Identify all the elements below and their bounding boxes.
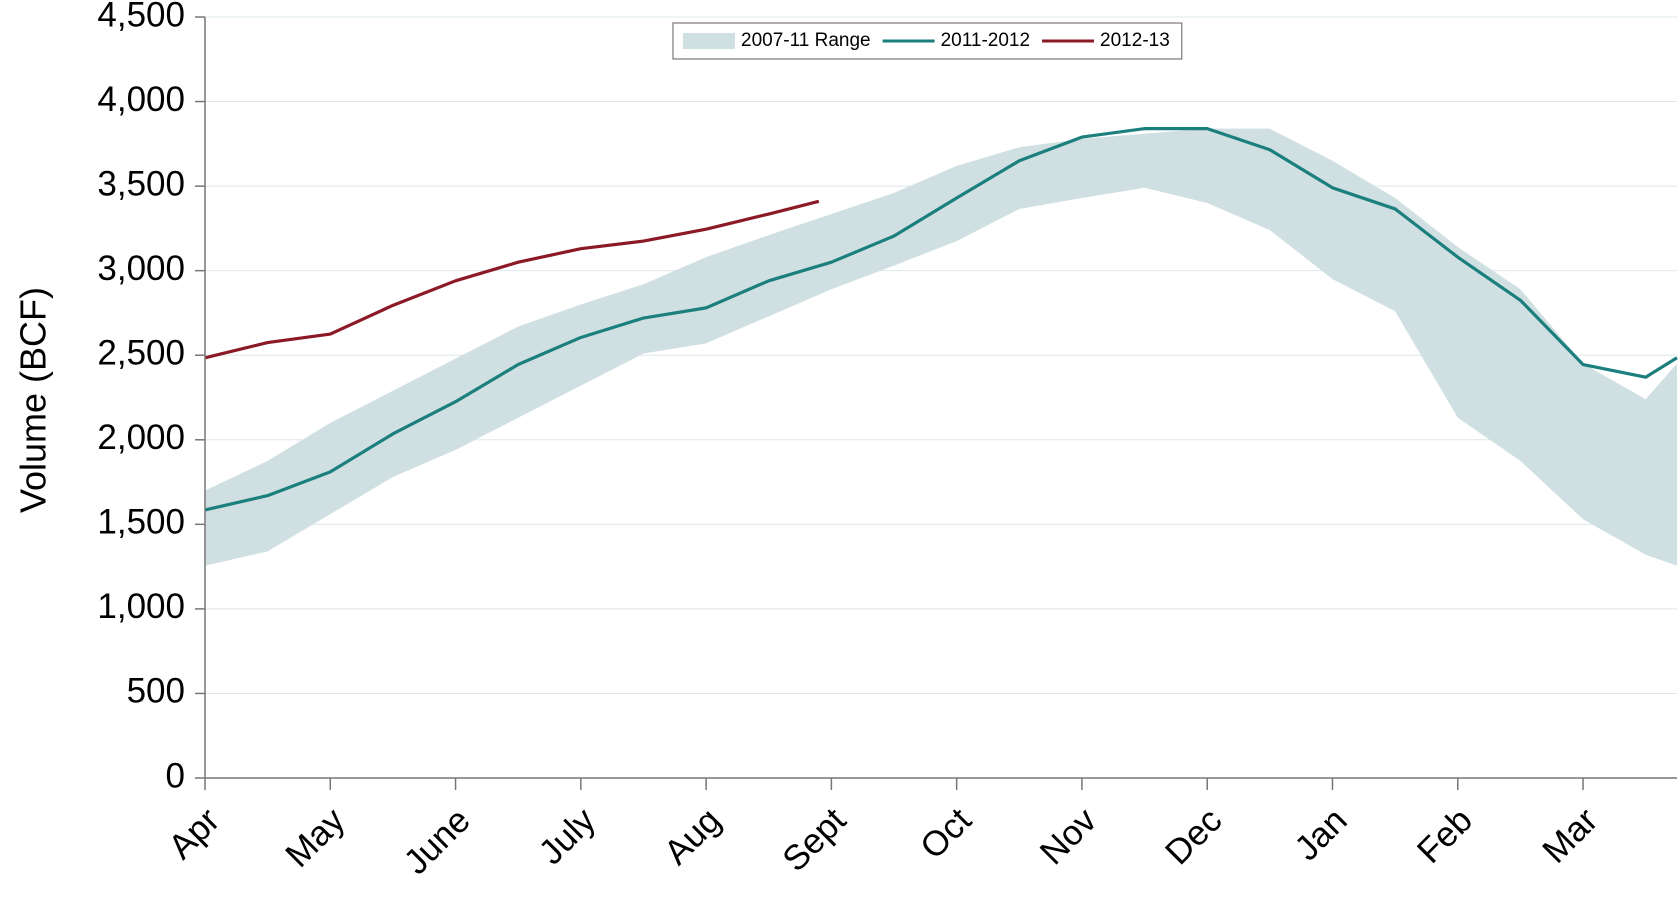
y-tick-label: 1,500 xyxy=(97,503,185,542)
y-tick-label: 3,000 xyxy=(97,249,185,288)
x-tick-label: May xyxy=(278,800,353,875)
x-tick-label: Mar xyxy=(1535,800,1605,870)
y-tick-label: 2,000 xyxy=(97,418,185,457)
legend-swatch xyxy=(683,33,735,49)
y-tick-label: 0 xyxy=(166,756,185,795)
x-tick-label: Nov xyxy=(1033,800,1105,872)
y-tick-label: 4,500 xyxy=(97,0,185,34)
x-tick-label: June xyxy=(396,801,477,882)
x-tick-label: Dec xyxy=(1158,801,1230,873)
y-tick-label: 3,500 xyxy=(97,164,185,203)
x-tick-label: Oct xyxy=(913,800,979,866)
y-axis-label: Volume (BCF) xyxy=(13,287,54,513)
legend-label: 2012-13 xyxy=(1100,30,1170,51)
x-tick-label: Aug xyxy=(657,801,729,873)
y-tick-label: 4,000 xyxy=(97,80,185,119)
legend-label: 2011-2012 xyxy=(941,30,1030,51)
series-line xyxy=(204,199,820,360)
x-tick-label: Apr xyxy=(161,800,227,866)
y-tick-label: 500 xyxy=(127,672,185,711)
legend-label: 2007-11 Range xyxy=(741,30,871,51)
y-tick-label: 2,500 xyxy=(97,333,185,372)
series-line xyxy=(204,127,1678,512)
x-tick-label: Feb xyxy=(1410,801,1480,871)
y-tick-label: 1,000 xyxy=(97,587,185,626)
x-tick-label: Sept xyxy=(775,800,854,879)
range-band xyxy=(205,128,1677,566)
x-tick-label: Jan xyxy=(1287,801,1354,868)
x-tick-label: July xyxy=(531,800,603,872)
